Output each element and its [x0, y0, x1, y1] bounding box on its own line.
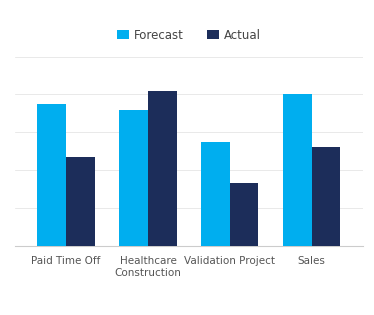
- Bar: [201, 142, 230, 246]
- Legend: Forecast, Actual: Forecast, Actual: [117, 29, 261, 42]
- Bar: [283, 94, 312, 246]
- Bar: [148, 91, 177, 246]
- Bar: [66, 157, 95, 246]
- Bar: [312, 147, 340, 246]
- Bar: [230, 183, 258, 246]
- Bar: [37, 104, 66, 246]
- Bar: [119, 110, 148, 246]
